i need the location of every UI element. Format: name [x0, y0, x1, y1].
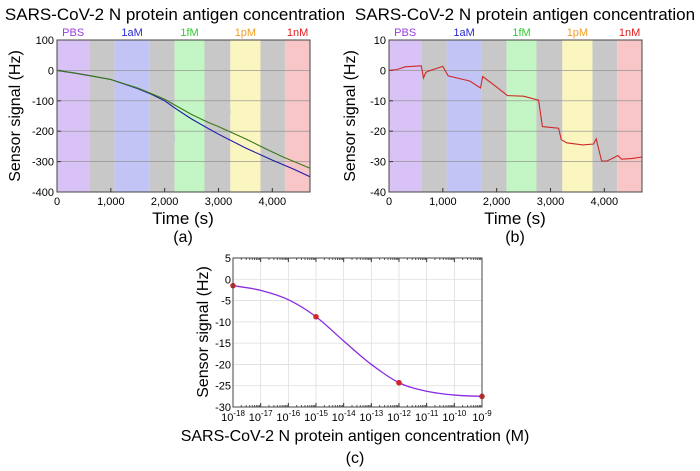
- band-label: 1pM: [235, 27, 256, 39]
- x-tick-label: 3,000: [537, 196, 565, 208]
- plot-frame: [56, 39, 311, 193]
- x-tick-label: 10-11: [415, 409, 439, 424]
- band-1fM: [174, 40, 205, 192]
- band-label: PBS: [394, 27, 416, 39]
- series-line-rep2: [56, 69, 311, 169]
- x-tick-label: 10-9: [472, 409, 492, 424]
- y-tick-label: 5: [225, 253, 231, 265]
- x-tick-label: 0: [386, 196, 392, 208]
- x-tick-label: 4,000: [591, 196, 619, 208]
- band-buffer: [260, 40, 286, 192]
- band-label: 1fM: [512, 27, 530, 39]
- band-label: 1fM: [180, 27, 198, 39]
- panel-c-ylabel: Sensor signal (Hz): [195, 266, 212, 398]
- y-tick-label: -200: [32, 126, 54, 138]
- y-tick-label: 0: [48, 65, 54, 77]
- plot-frame: [388, 39, 643, 193]
- x-tick-label: 4,000: [259, 196, 287, 208]
- y-tick-label: -30: [215, 402, 231, 414]
- band-1aM: [446, 40, 482, 192]
- panel-c-xlabel: SARS-CoV-2 N protein antigen concentrati…: [181, 428, 530, 445]
- band-label: 1aM: [453, 27, 474, 39]
- band-buffer: [89, 40, 115, 192]
- x-tick-label: 10-10: [442, 409, 466, 424]
- x-tick-label: 0: [54, 196, 60, 208]
- panel-c-label: (c): [346, 450, 365, 467]
- band-label: 1aM: [121, 27, 142, 39]
- panel-b-label: (b): [505, 229, 525, 246]
- x-tick-label: 10-17: [249, 409, 273, 424]
- x-tick-label: 10-18: [221, 409, 245, 424]
- y-tick-label: -25: [215, 381, 231, 393]
- panel-a-xlabel: Time (s): [152, 209, 214, 228]
- panel-a-title: SARS-CoV-2 N protein antigen concentrati…: [5, 5, 345, 24]
- band-label: 1nM: [619, 27, 640, 39]
- y-tick-label: -10: [370, 96, 386, 108]
- y-tick-label: 0: [380, 65, 386, 77]
- band-buffer: [149, 40, 175, 192]
- y-tick-label: -20: [215, 359, 231, 371]
- y-tick-label: 0: [225, 274, 231, 286]
- y-tick-label: 100: [36, 35, 54, 47]
- band-label: 1nM: [287, 27, 308, 39]
- band-1aM: [114, 40, 150, 192]
- panel-a-ylabel: Sensor signal (Hz): [7, 50, 24, 182]
- x-tick-label: 2,000: [483, 196, 511, 208]
- x-tick-label: 10-14: [332, 409, 356, 424]
- band-buffer: [204, 40, 231, 192]
- y-tick-label: -300: [32, 157, 54, 169]
- band-label: PBS: [62, 27, 84, 39]
- y-tick-label: -30: [370, 157, 386, 169]
- y-tick-label: -40: [370, 187, 386, 199]
- panel-a-label: (a): [173, 229, 193, 246]
- x-tick-label: 10-12: [387, 409, 411, 424]
- y-tick-label: -100: [32, 96, 54, 108]
- band-1nM: [617, 40, 642, 192]
- y-tick-label: -20: [370, 126, 386, 138]
- plot-frame: [232, 257, 483, 408]
- band-label: 1pM: [567, 27, 588, 39]
- x-tick-label: 3,000: [205, 196, 233, 208]
- band-PBS: [389, 40, 422, 192]
- x-tick-label: 2,000: [151, 196, 179, 208]
- fit-curve: [232, 285, 483, 398]
- x-tick-label: 10-16: [276, 409, 300, 424]
- y-tick-label: -15: [215, 338, 231, 350]
- band-buffer: [481, 40, 507, 192]
- y-tick-label: -400: [32, 187, 54, 199]
- band-buffer: [592, 40, 618, 192]
- y-tick-label: 10: [374, 35, 386, 47]
- panel-b-title: SARS-CoV-2 N protein antigen concentrati…: [355, 5, 695, 24]
- band-1pM: [230, 40, 261, 192]
- band-1pM: [562, 40, 593, 192]
- band-PBS: [57, 40, 90, 192]
- data-point: [313, 313, 319, 320]
- x-tick-label: 1,000: [429, 196, 457, 208]
- x-tick-label: 10-15: [304, 409, 328, 424]
- y-tick-label: -10: [215, 317, 231, 329]
- series-line-signal: [388, 65, 643, 162]
- x-tick-label: 1,000: [97, 196, 125, 208]
- band-buffer: [421, 40, 447, 192]
- x-tick-label: 10-13: [359, 409, 383, 424]
- band-1nM: [285, 40, 310, 192]
- panel-b-ylabel: Sensor signal (Hz): [342, 50, 359, 182]
- panel-b-xlabel: Time (s): [484, 209, 546, 228]
- data-point: [396, 379, 402, 386]
- band-1fM: [506, 40, 537, 192]
- y-tick-label: -5: [221, 296, 231, 308]
